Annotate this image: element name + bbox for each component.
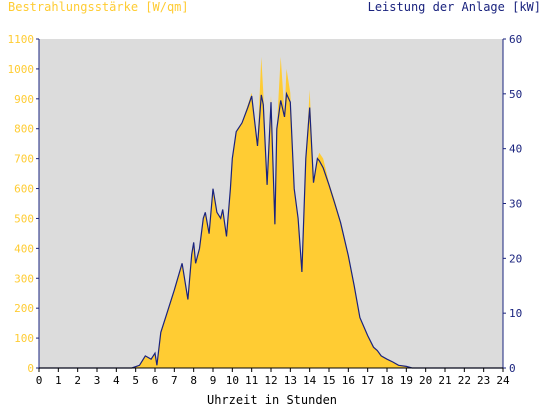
x-tick-label: 11 (245, 374, 258, 387)
x-tick-label: 1 (55, 374, 62, 387)
y-left-tick-label: 800 (14, 123, 34, 136)
x-tick-label: 13 (284, 374, 297, 387)
x-tick-label: 9 (210, 374, 217, 387)
x-tick-label: 4 (113, 374, 120, 387)
y-left-tick-label: 1000 (8, 63, 35, 76)
y-left-tick-label: 400 (14, 242, 34, 255)
x-tick-label: 3 (94, 374, 101, 387)
y-left-tick-label: 900 (14, 93, 34, 106)
left-axis-title: Bestrahlungsstärke [W/qm] (8, 0, 189, 14)
y-right-tick-label: 50 (509, 88, 522, 101)
y-right-tick-label: 20 (509, 252, 522, 265)
x-tick-label: 6 (152, 374, 159, 387)
x-tick-label: 21 (438, 374, 451, 387)
series-power-line (39, 91, 503, 369)
y-right-tick-label: 10 (509, 307, 522, 320)
y-left-tick-label: 700 (14, 153, 34, 166)
x-tick-label: 20 (419, 374, 432, 387)
y-right-tick-label: 30 (509, 198, 522, 211)
x-tick-label: 12 (264, 374, 277, 387)
y-right-tick-label: 40 (509, 143, 522, 156)
y-left-tick-label: 0 (27, 362, 34, 375)
x-tick-label: 7 (171, 374, 178, 387)
y-left-tick-label: 300 (14, 272, 34, 285)
y-right-tick-label: 60 (509, 33, 522, 46)
x-tick-label: 18 (380, 374, 393, 387)
x-tick-label: 15 (322, 374, 335, 387)
x-tick-label: 5 (132, 374, 139, 387)
x-tick-label: 10 (226, 374, 239, 387)
y-left-tick-label: 100 (14, 332, 34, 345)
x-tick-label: 17 (361, 374, 374, 387)
x-tick-label: 8 (190, 374, 197, 387)
x-tick-label: 2 (74, 374, 81, 387)
x-tick-label: 19 (400, 374, 413, 387)
y-left-tick-label: 200 (14, 302, 34, 315)
y-left-tick-label: 500 (14, 212, 34, 225)
y-left-tick-label: 1100 (8, 33, 35, 46)
y-right-tick-label: 0 (509, 362, 516, 375)
x-axis-title: Uhrzeit in Stunden (206, 393, 338, 407)
x-tick-label: 14 (303, 374, 317, 387)
series-irradiance-area (39, 56, 503, 369)
x-tick-label: 23 (477, 374, 490, 387)
right-axis-title: Leistung der Anlage [kW] (367, 0, 541, 14)
x-tick-label: 0 (36, 374, 43, 387)
x-tick-label: 22 (458, 374, 471, 387)
x-tick-label: 16 (342, 374, 355, 387)
x-tick-label: 24 (496, 374, 510, 387)
y-left-tick-label: 600 (14, 183, 34, 196)
